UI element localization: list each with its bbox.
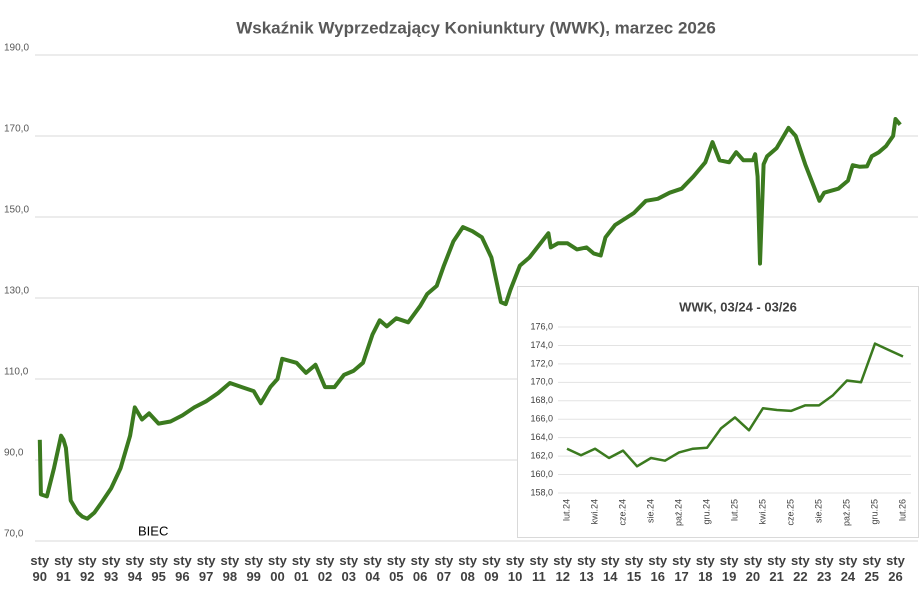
y-tick-label: 150,0 bbox=[4, 205, 29, 216]
x-tick-label: paź.24 bbox=[673, 499, 683, 526]
x-tick-label: paź.25 bbox=[841, 499, 851, 526]
y-tick-label: 166,0 bbox=[530, 414, 553, 424]
x-tick-label: sty 04 bbox=[363, 553, 382, 584]
x-tick-label: lut.26 bbox=[897, 499, 907, 521]
y-tick-label: 190,0 bbox=[4, 43, 29, 54]
x-tick-label: sty 90 bbox=[30, 553, 50, 584]
x-tick-label: sty 08 bbox=[458, 553, 477, 584]
x-tick-label: sty 13 bbox=[577, 553, 596, 584]
data-line bbox=[566, 342, 904, 468]
y-tick-label: 158,0 bbox=[530, 487, 553, 497]
x-tick-label: lut.25 bbox=[729, 499, 739, 521]
x-tick-label: sty 26 bbox=[886, 553, 905, 584]
y-tick-label: 160,0 bbox=[530, 469, 553, 479]
y-tick-label: 130,0 bbox=[4, 286, 29, 297]
data-line bbox=[37, 117, 902, 521]
y-tick-label: 170,0 bbox=[530, 377, 553, 387]
x-tick-label: sty 95 bbox=[149, 553, 168, 584]
chart-title: Wskaźnik Wyprzedzający Koniunktury (WWK)… bbox=[236, 18, 716, 37]
x-tick-label: sty 07 bbox=[434, 553, 454, 584]
x-tick-label: sty 11 bbox=[529, 553, 549, 584]
x-tick-label: sty 97 bbox=[196, 553, 216, 584]
y-tick-label: 110,0 bbox=[4, 367, 29, 378]
x-tick-label: sty 17 bbox=[672, 553, 691, 584]
x-tick-label: kwi.25 bbox=[757, 499, 767, 525]
x-tick-label: sty 15 bbox=[624, 553, 644, 584]
x-tick-label: sty 06 bbox=[410, 553, 430, 584]
x-tick-label: sty 01 bbox=[291, 553, 311, 584]
x-tick-label: sty 03 bbox=[339, 553, 359, 584]
x-tick-label: sty 25 bbox=[862, 553, 882, 584]
x-tick-label: sty 16 bbox=[648, 553, 668, 584]
y-tick-label: 164,0 bbox=[530, 432, 553, 442]
y-tick-label: 170,0 bbox=[4, 124, 29, 135]
x-tick-label: gru.25 bbox=[869, 499, 879, 525]
x-tick-label: sty 94 bbox=[125, 553, 145, 584]
inset-chart: WWK, 03/24 - 03/26 158,0 160,0 162,0 164,0 1… bbox=[517, 286, 919, 538]
x-tick-label: sty 10 bbox=[505, 553, 525, 584]
x-tick-label: sty 24 bbox=[838, 553, 858, 584]
inset-title: WWK, 03/24 - 03/26 bbox=[679, 299, 797, 314]
y-tick-label: 172,0 bbox=[530, 358, 553, 368]
x-tick-label: sty 20 bbox=[743, 553, 763, 584]
x-tick-label: sty 99 bbox=[244, 553, 264, 584]
x-tick-label: sty 00 bbox=[268, 553, 287, 584]
x-tick-label: sty 91 bbox=[54, 553, 73, 584]
y-tick-label: 162,0 bbox=[530, 450, 553, 460]
y-tick-label: 168,0 bbox=[530, 395, 553, 405]
x-tick-label: sty 18 bbox=[695, 553, 715, 584]
x-tick-label: sty 98 bbox=[220, 553, 240, 584]
x-tick-label: sty 09 bbox=[481, 553, 501, 584]
x-tick-label: sty 92 bbox=[77, 553, 97, 584]
y-tick-label: 176,0 bbox=[530, 321, 553, 331]
x-tick-label: sty 93 bbox=[101, 553, 121, 584]
x-tick-label: sty 22 bbox=[791, 553, 810, 584]
y-tick-label: 70,0 bbox=[4, 529, 24, 540]
x-tick-label: kwi.24 bbox=[589, 499, 599, 525]
y-tick-label: 90,0 bbox=[4, 448, 24, 459]
x-tick-label: sty 21 bbox=[767, 553, 787, 584]
x-tick-label: sty 23 bbox=[814, 553, 834, 584]
x-tick-label: gru.24 bbox=[701, 499, 711, 525]
x-tick-label: cze.24 bbox=[617, 499, 627, 526]
annotation: BIEC bbox=[138, 523, 168, 538]
inset-frame bbox=[517, 286, 919, 538]
x-tick-label: sty 12 bbox=[553, 553, 573, 584]
x-tick-label: sie.24 bbox=[645, 499, 655, 523]
x-tick-label: sty 14 bbox=[600, 553, 620, 584]
x-tick-label: sty 02 bbox=[315, 553, 335, 584]
x-tick-label: sty 19 bbox=[719, 553, 739, 584]
y-tick-label: 174,0 bbox=[530, 340, 553, 350]
x-tick-label: sty 05 bbox=[386, 553, 406, 584]
x-tick-label: cze.25 bbox=[785, 499, 795, 526]
x-tick-label: sie.25 bbox=[813, 499, 823, 523]
x-tick-label: sty 96 bbox=[172, 553, 192, 584]
x-tick-label: lut.24 bbox=[561, 499, 571, 521]
